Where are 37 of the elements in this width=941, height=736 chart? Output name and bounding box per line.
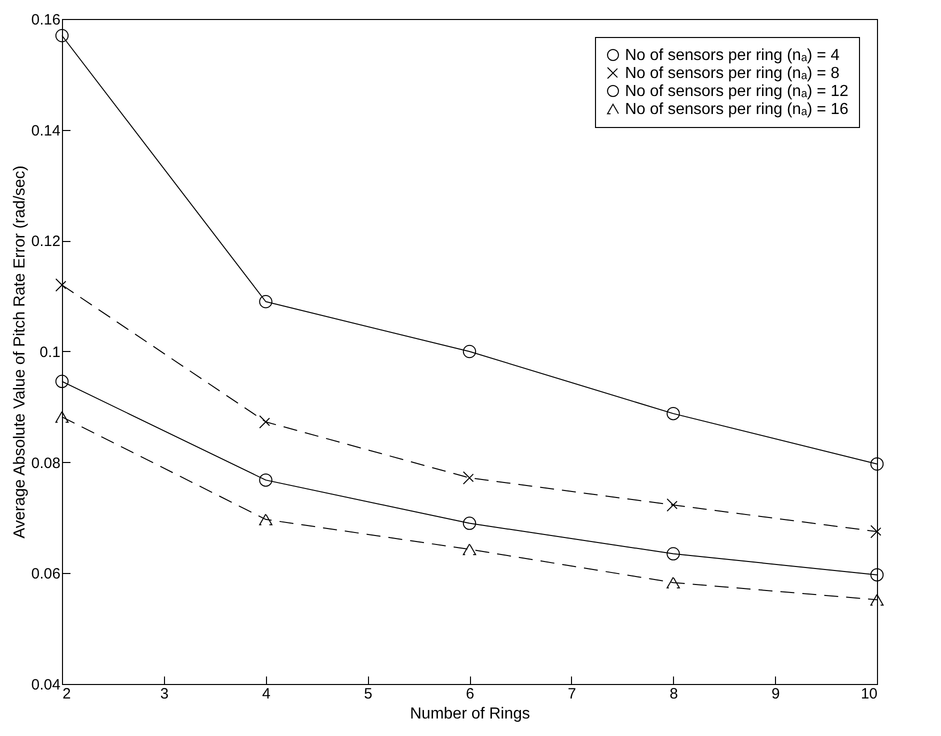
x-tick-label: 9 (771, 686, 780, 702)
point (666, 547, 680, 560)
x-tick-label: 5 (364, 686, 372, 702)
legend-label: No of sensors per ring (nₐ) = 16 (625, 101, 848, 118)
y-tick-label: 0.04 (31, 676, 60, 694)
point (870, 568, 884, 582)
y-tick-label: 0.08 (31, 454, 60, 472)
x-tick-label: 3 (160, 686, 169, 702)
point (870, 457, 884, 471)
point (55, 411, 69, 423)
x-axis-title: Number of Rings (410, 706, 530, 722)
x-tick-label: 6 (466, 686, 474, 702)
point (55, 374, 69, 388)
y-tick-label: 0.12 (31, 233, 60, 250)
point (259, 514, 272, 526)
x-tick-label: 8 (670, 686, 678, 702)
x-tick-label: 2 (62, 686, 71, 702)
legend-label: No of sensors per ring (nₐ) = 12 (625, 83, 848, 100)
point (666, 406, 680, 420)
point (462, 544, 476, 556)
y-axis-title: Average Absolute Value of Pitch Rate Error (rad/sec) (11, 166, 28, 538)
y-tick-label: 0.14 (31, 122, 60, 140)
point (666, 576, 680, 588)
x-tick-label: 10 (860, 686, 878, 702)
point (55, 29, 69, 42)
y-tick-label: 0.1 (40, 344, 60, 361)
point (462, 516, 476, 530)
point (462, 344, 476, 358)
point (259, 473, 272, 487)
point (870, 594, 884, 606)
x-tick-label: 4 (262, 686, 270, 702)
legend-label: No of sensors per ring (nₐ) = 8 (625, 65, 840, 82)
y-tick-label: 0.16 (31, 12, 60, 28)
legend-label: No of sensors per ring (nₐ) = 4 (625, 47, 840, 64)
y-tick-label: 0.06 (31, 566, 60, 583)
x-tick-label: 7 (568, 686, 576, 702)
point (259, 295, 272, 308)
